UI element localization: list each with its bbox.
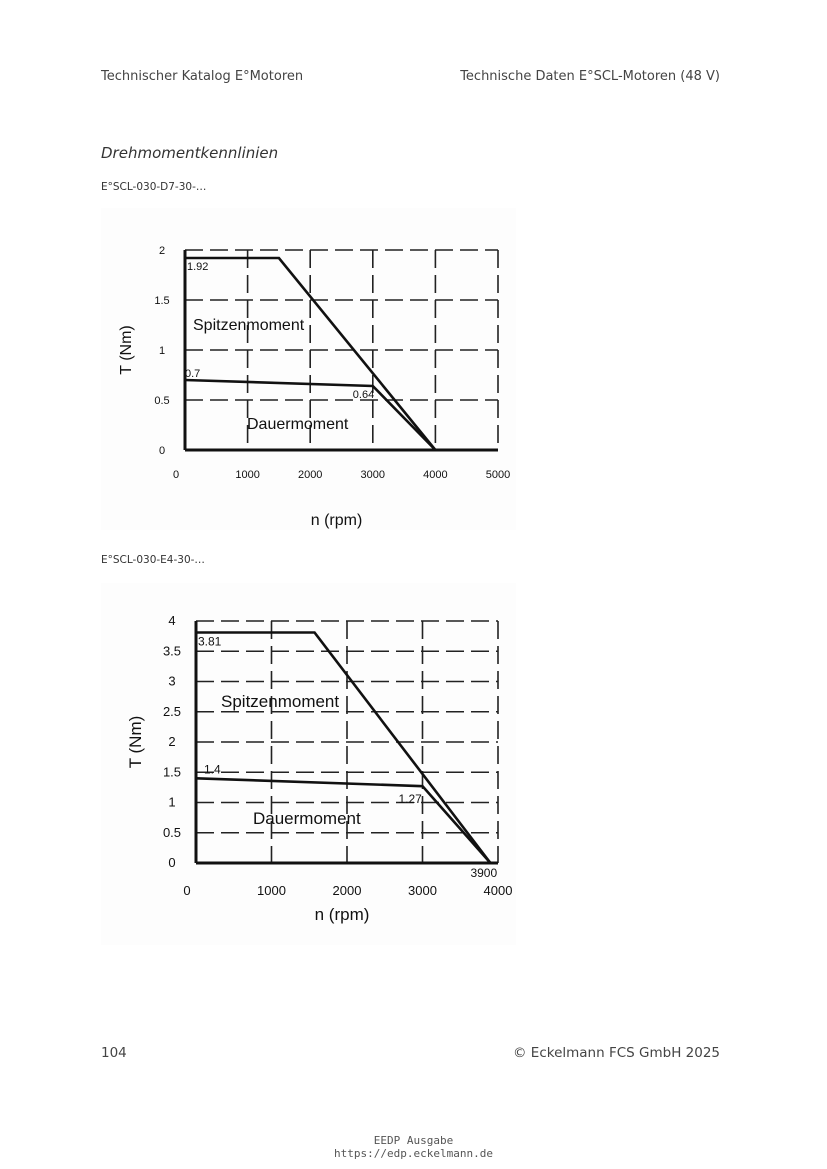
- stamp-edition: EEDP Ausgabe: [373, 1134, 454, 1147]
- chart-2-series-label-dauermoment: Dauermoment: [253, 809, 361, 828]
- chart-2-x-tick-label: 4000: [484, 883, 513, 898]
- chart-2-y-tick-label: 4: [168, 613, 175, 628]
- chart-1-x-axis-label: n (rpm): [311, 512, 363, 529]
- chart-2-series-label-spitzenmoment: Spitzenmoment: [221, 692, 339, 711]
- chart-2-y-tick-label: 2.5: [163, 704, 181, 719]
- chart-2-y-tick-label: 0.5: [163, 825, 181, 840]
- chart-2-data-label: 3900: [470, 866, 497, 880]
- chart-1-series-line-spitzenmoment: [185, 256, 437, 451]
- chart-1-y-tick-label: 0: [159, 445, 165, 457]
- chart-1-y-tick-label: 2: [159, 245, 165, 257]
- chart-2-x-tick-label: 0: [183, 883, 190, 898]
- chart-2-x-axis-label: n (rpm): [315, 905, 370, 924]
- chart-2-series-line-spitzenmoment: [196, 631, 492, 864]
- chart-2-series-line-dauermoment: [195, 777, 492, 864]
- chart-2-data-label: 1.27: [399, 792, 423, 806]
- chart-1-series-line-dauermoment: [184, 378, 437, 451]
- chart-2-caption: E°SCL-030-E4-30-…: [101, 554, 205, 566]
- chart-2-x-tick-label: 1000: [257, 883, 286, 898]
- chart-2-y-tick-label: 3.5: [163, 643, 181, 658]
- chart-2-svg: 0 1000 2000 3000 4000 0 0.5 1 1.5 2 2.5 3 3.5 4 n (rpm…: [126, 613, 513, 924]
- chart-1-y-axis-label: T (Nm): [118, 325, 135, 374]
- chart-1-series-label-dauermoment: Dauermoment: [247, 416, 349, 433]
- page-number: 104: [101, 1045, 127, 1061]
- chart-1-data-label: 1.92: [187, 261, 208, 273]
- chart-2-y-tick-label: 3: [168, 674, 175, 689]
- chart-1-series-label-spitzenmoment: Spitzenmoment: [193, 317, 305, 334]
- chart-1-y-tick-label: 1: [159, 345, 165, 357]
- chart-1-caption: E°SCL-030-D7-30-…: [101, 181, 207, 193]
- header-section-title: Technische Daten E°SCL-Motoren (48 V): [460, 69, 720, 84]
- chart-2-x-tick-label: 2000: [333, 883, 362, 898]
- chart-2-y-tick-label: 0: [168, 855, 175, 870]
- chart-2-y-axis-label: T (Nm): [126, 716, 145, 769]
- chart-1-x-tick-label: 0: [173, 469, 179, 481]
- section-title: Drehmomentkennlinien: [101, 144, 279, 162]
- copyright: © Eckelmann FCS GmbH 2025: [513, 1045, 720, 1061]
- chart-2-y-tick-label: 1: [168, 795, 175, 810]
- chart-1-x-tick-label: 2000: [298, 469, 322, 481]
- chart-2-y-tick-label: 2: [168, 734, 175, 749]
- chart-1-data-label: 0.7: [185, 368, 200, 380]
- chart-2: 0 1000 2000 3000 4000 0 0.5 1 1.5 2 2.5 3 3.5 4 n (rpm…: [101, 583, 516, 945]
- stamp-url: https://edp.eckelmann.de: [334, 1147, 493, 1160]
- chart-1-data-label: 0.64: [353, 389, 374, 401]
- chart-1-x-tick-label: 4000: [423, 469, 447, 481]
- chart-1: 0 1000 2000 3000 4000 5000 0 0.5 1 1.5 2 n (rpm) T (…: [101, 208, 516, 530]
- chart-1-x-tick-label: 1000: [235, 469, 259, 481]
- chart-2-data-label: 3.81: [198, 634, 222, 648]
- chart-1-y-tick-label: 1.5: [154, 295, 169, 307]
- chart-1-x-tick-label: 3000: [361, 469, 385, 481]
- chart-2-data-label: 1.4: [204, 762, 221, 776]
- chart-2-y-tick-label: 1.5: [163, 764, 181, 779]
- chart-2-x-tick-label: 3000: [408, 883, 437, 898]
- header-catalog-title: Technischer Katalog E°Motoren: [101, 69, 304, 84]
- chart-1-x-tick-label: 5000: [486, 469, 510, 481]
- chart-1-y-tick-label: 0.5: [154, 395, 169, 407]
- chart-1-svg: 0 1000 2000 3000 4000 5000 0 0.5 1 1.5 2 n (rpm) T (…: [118, 245, 510, 529]
